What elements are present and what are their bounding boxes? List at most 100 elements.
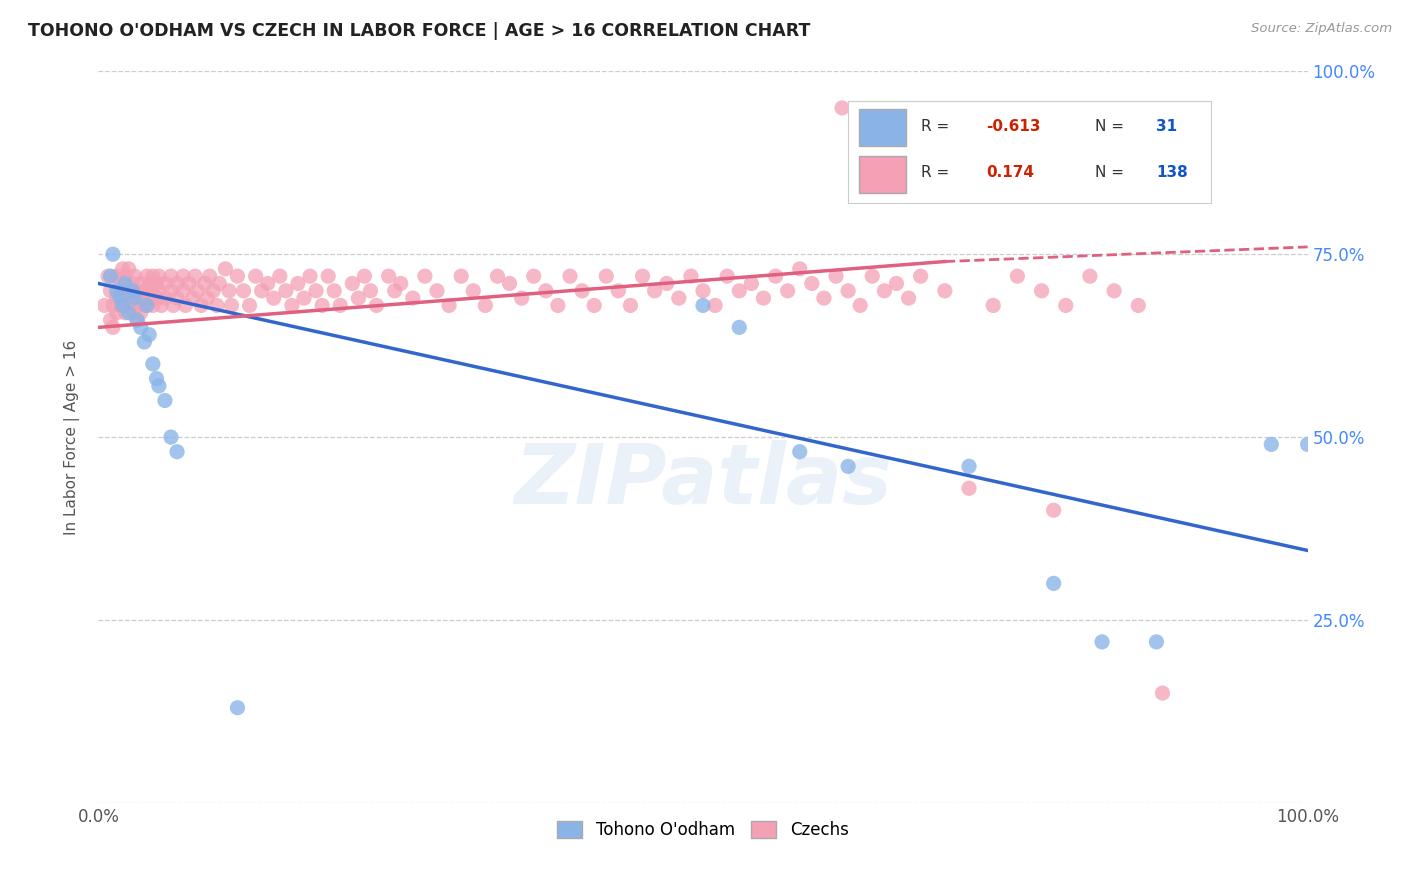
Point	[218, 284, 240, 298]
Point	[245, 269, 267, 284]
Point	[202, 284, 225, 298]
Point	[716, 269, 738, 284]
Point	[148, 379, 170, 393]
Point	[1042, 503, 1064, 517]
Point	[1128, 298, 1150, 312]
Point	[583, 298, 606, 312]
Point	[800, 277, 823, 291]
Point	[153, 291, 176, 305]
Point	[299, 269, 322, 284]
Point	[463, 284, 485, 298]
Point	[957, 459, 980, 474]
Point	[329, 298, 352, 312]
Point	[150, 298, 173, 312]
Point	[1091, 635, 1114, 649]
Point	[145, 291, 167, 305]
Point	[644, 284, 666, 298]
Point	[121, 306, 143, 320]
Point	[205, 298, 228, 312]
Point	[1031, 284, 1053, 298]
Point	[360, 284, 382, 298]
Point	[1152, 686, 1174, 700]
Point	[523, 269, 546, 284]
Point	[510, 291, 533, 305]
Point	[138, 327, 160, 342]
Point	[101, 320, 124, 334]
Point	[437, 298, 460, 312]
Point	[105, 291, 128, 305]
Point	[607, 284, 630, 298]
Point	[105, 269, 128, 284]
Point	[474, 298, 496, 312]
Point	[93, 298, 115, 312]
Point	[121, 277, 143, 291]
Point	[97, 269, 120, 284]
Point	[256, 277, 278, 291]
Point	[311, 298, 333, 312]
Point	[101, 247, 124, 261]
Point	[534, 284, 557, 298]
Point	[129, 277, 152, 291]
Point	[281, 298, 304, 312]
Point	[704, 298, 727, 312]
Y-axis label: In Labor Force | Age > 16: In Labor Force | Age > 16	[63, 340, 80, 534]
Point	[129, 320, 152, 334]
Point	[160, 284, 183, 298]
Point	[981, 298, 1004, 312]
Point	[184, 269, 207, 284]
Point	[486, 269, 509, 284]
Point	[655, 277, 678, 291]
Point	[1102, 284, 1125, 298]
Point	[121, 284, 143, 298]
Point	[187, 284, 209, 298]
Point	[1054, 298, 1077, 312]
Point	[108, 298, 131, 312]
Point	[114, 291, 136, 305]
Point	[160, 430, 183, 444]
Point	[450, 269, 472, 284]
Point	[190, 298, 212, 312]
Point	[138, 277, 160, 291]
Point	[1078, 269, 1101, 284]
Point	[239, 298, 262, 312]
Point	[166, 444, 188, 458]
Point	[860, 269, 883, 284]
Point	[934, 284, 956, 298]
Point	[124, 284, 146, 298]
Point	[263, 291, 285, 305]
Point	[384, 284, 406, 298]
Point	[118, 284, 141, 298]
Point	[837, 284, 859, 298]
Point	[114, 269, 136, 284]
Point	[402, 291, 425, 305]
Point	[305, 284, 328, 298]
Point	[668, 291, 690, 305]
Point	[124, 291, 146, 305]
Point	[148, 284, 170, 298]
Point	[316, 269, 339, 284]
Point	[135, 269, 157, 284]
Point	[148, 269, 170, 284]
Point	[129, 306, 152, 320]
Point	[118, 306, 141, 320]
Point	[194, 277, 217, 291]
Point	[195, 291, 218, 305]
Point	[323, 284, 346, 298]
Point	[679, 269, 702, 284]
Point	[765, 269, 787, 284]
Point	[873, 284, 896, 298]
Point	[377, 269, 399, 284]
Point	[118, 298, 141, 312]
Point	[389, 277, 412, 291]
Point	[498, 277, 520, 291]
Point	[1260, 437, 1282, 451]
Point	[181, 291, 204, 305]
Point	[114, 306, 136, 320]
Point	[145, 371, 167, 385]
Point	[886, 277, 908, 291]
Point	[752, 291, 775, 305]
Point	[127, 298, 149, 312]
Point	[153, 393, 176, 408]
Point	[342, 277, 364, 291]
Point	[813, 291, 835, 305]
